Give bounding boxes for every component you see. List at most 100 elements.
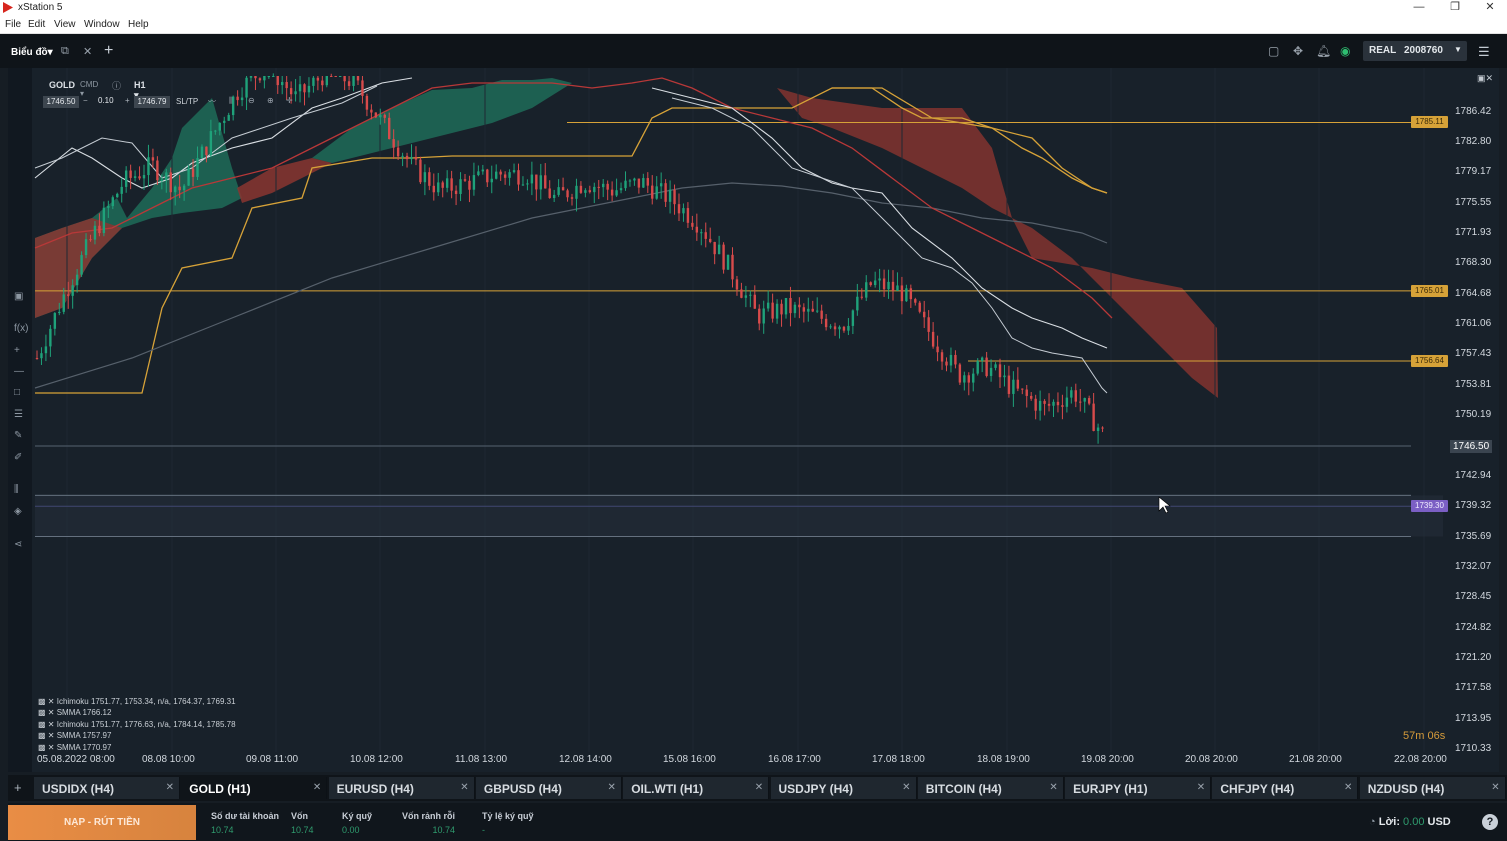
crosshair-icon[interactable]: ✛ bbox=[286, 96, 293, 105]
level-price-tag[interactable]: 1765.01 bbox=[1411, 284, 1448, 297]
candle-body bbox=[740, 289, 743, 298]
hamburger-menu-icon[interactable]: ☰ bbox=[1478, 44, 1490, 59]
account-selector[interactable]: REAL 2008760 ▼ bbox=[1363, 41, 1467, 61]
close-button[interactable]: ✕ bbox=[1485, 1, 1495, 13]
close-tab-icon[interactable]: ✕ bbox=[1049, 782, 1058, 793]
chart-type-icon[interactable]: ⫼ bbox=[14, 484, 19, 495]
move-icon[interactable]: ✥ bbox=[1293, 44, 1304, 58]
close-tab-icon[interactable]: ✕ bbox=[165, 782, 174, 793]
candle-body bbox=[882, 278, 886, 290]
sltp-button[interactable]: SL/TP bbox=[176, 97, 199, 106]
candle-body bbox=[784, 297, 788, 315]
share-icon[interactable]: ⋖ bbox=[14, 539, 23, 550]
zoom-out-icon[interactable]: ⊖ bbox=[248, 96, 255, 105]
menu-view[interactable]: View bbox=[54, 19, 76, 30]
menu-edit[interactable]: Edit bbox=[28, 19, 46, 30]
volume-input[interactable]: 0.10 bbox=[98, 96, 114, 105]
line-tool-icon[interactable]: — bbox=[14, 366, 24, 377]
sell-price-button[interactable]: 1746.50 bbox=[43, 96, 79, 108]
candles-icon[interactable]: ⫼ bbox=[229, 96, 233, 105]
price-chart[interactable] bbox=[32, 68, 1499, 772]
close-tab-icon[interactable]: ✕ bbox=[607, 782, 616, 793]
chart-tab-label: GOLD (H1) bbox=[189, 782, 251, 796]
chart-window-controls[interactable]: ▣✕ bbox=[1477, 73, 1494, 83]
legend-item[interactable]: ▩ ✕ Ichimoku 1751.77, 1776.63, n/a, 1784… bbox=[38, 719, 236, 729]
help-button[interactable]: ? bbox=[1482, 814, 1498, 830]
candle-body bbox=[267, 76, 271, 77]
legend-item[interactable]: ▩ ✕ Ichimoku 1751.77, 1753.34, n/a, 1764… bbox=[38, 697, 236, 706]
legend-item[interactable]: ▩ ✕ SMMA 1757.97 bbox=[38, 731, 112, 741]
restore-button[interactable]: ❐ bbox=[1450, 1, 1460, 13]
close-tab-icon[interactable]: ✕ bbox=[312, 782, 322, 793]
symbol-mode[interactable]: CMD ▾ bbox=[80, 80, 99, 98]
add-chart-tab-button[interactable]: + bbox=[14, 780, 22, 795]
line-chart-icon[interactable]: 〰 bbox=[208, 97, 216, 106]
bell-icon[interactable]: 🔔︎ bbox=[1316, 44, 1332, 58]
brush-tool-icon[interactable]: ✐ bbox=[14, 452, 23, 463]
legend-item[interactable]: ▩ ✕ SMMA 1766.12 bbox=[38, 708, 112, 718]
chart-tab[interactable]: USDIDX (H4) ✕ bbox=[34, 777, 180, 799]
legend-item[interactable]: ▩ ✕ SMMA 1770.97 bbox=[38, 742, 112, 752]
candle-body bbox=[338, 76, 342, 77]
decrease-volume-button[interactable]: − bbox=[83, 96, 88, 105]
menu-help[interactable]: Help bbox=[128, 19, 149, 30]
popout-icon[interactable]: ⧉ bbox=[61, 45, 69, 57]
close-tab-icon[interactable]: ✕ bbox=[1196, 782, 1206, 793]
info-icon[interactable]: ⓘ bbox=[112, 81, 122, 91]
candle-body bbox=[1034, 398, 1037, 411]
workspace-tab-label: Biểu đồ bbox=[11, 47, 48, 58]
chart-tab[interactable]: USDJPY (H4) ✕ bbox=[770, 777, 917, 799]
chart-tab[interactable]: NZDUSD (H4) ✕ bbox=[1359, 777, 1506, 799]
candle-body bbox=[89, 239, 92, 241]
close-workspace-icon[interactable]: ✕ bbox=[83, 46, 93, 58]
candle-body bbox=[174, 186, 177, 193]
candle-body bbox=[521, 184, 525, 186]
buy-price-button[interactable]: 1746.79 bbox=[134, 96, 170, 108]
price-axis-label: 1724.82 bbox=[1455, 621, 1492, 633]
templates-icon[interactable]: ◈ bbox=[14, 506, 22, 517]
candle-body bbox=[428, 172, 431, 186]
deposit-withdraw-button[interactable]: NẠP - RÚT TIỀN bbox=[8, 805, 196, 840]
close-tab-icon[interactable]: ✕ bbox=[1491, 782, 1500, 793]
add-workspace-button[interactable]: + bbox=[104, 42, 114, 59]
menu-window[interactable]: Window bbox=[84, 19, 120, 30]
level-price-tag[interactable]: 1785.11 bbox=[1411, 116, 1448, 129]
price-axis-label: 1750.19 bbox=[1455, 409, 1492, 421]
indicator-fx-icon[interactable]: f(x) bbox=[14, 323, 29, 334]
fibonacci-tool-icon[interactable]: ☰ bbox=[14, 409, 23, 420]
chart-tab[interactable]: BITCOIN (H4) ✕ bbox=[917, 777, 1064, 799]
timeframe-selector[interactable]: H1 ▾ bbox=[134, 80, 146, 100]
minimize-button[interactable]: — bbox=[1413, 1, 1425, 13]
workspace-tab-charts[interactable]: Biểu đồ▾ bbox=[11, 47, 53, 58]
crosshair-tool-icon[interactable]: + bbox=[14, 345, 20, 356]
close-tab-icon[interactable]: ✕ bbox=[460, 782, 469, 793]
layout-icon[interactable]: ▢ bbox=[1268, 44, 1280, 58]
menu-file[interactable]: File bbox=[5, 19, 22, 30]
candle-body bbox=[575, 185, 578, 199]
rectangle-tool-icon[interactable]: □ bbox=[14, 387, 21, 398]
chart-tab[interactable]: OIL.WTI (H1) ✕ bbox=[623, 777, 770, 799]
close-tab-icon[interactable]: ✕ bbox=[1344, 782, 1353, 793]
close-tab-icon[interactable]: ✕ bbox=[902, 782, 911, 793]
chart-area[interactable] bbox=[32, 68, 1499, 772]
symbol-name[interactable]: GOLD bbox=[49, 80, 75, 90]
chart-tab[interactable]: EURUSD (H4) ✕ bbox=[328, 777, 475, 799]
pen-tool-icon[interactable]: ✎ bbox=[14, 430, 23, 441]
chart-tab[interactable]: GOLD (H1) ✕ bbox=[181, 777, 328, 799]
candle-body bbox=[624, 180, 627, 189]
candle-body bbox=[156, 160, 159, 181]
close-tab-icon[interactable]: ✕ bbox=[754, 782, 764, 793]
candle-body bbox=[1047, 403, 1051, 406]
candle-body bbox=[989, 367, 993, 376]
increase-volume-button[interactable]: + bbox=[125, 96, 130, 105]
chart-tab[interactable]: CHFJPY (H4) ✕ bbox=[1212, 777, 1359, 799]
candle-body bbox=[544, 175, 547, 189]
price-axis-label: 1735.69 bbox=[1455, 530, 1492, 542]
zoom-in-icon[interactable]: ⊕ bbox=[267, 96, 274, 105]
level-price-tag[interactable]: 1756.64 bbox=[1411, 355, 1448, 367]
screenshot-icon[interactable]: ▣ bbox=[14, 291, 24, 302]
symbol-mode-label: CMD bbox=[80, 80, 99, 89]
chart-tab[interactable]: EURJPY (H1) ✕ bbox=[1065, 777, 1212, 799]
price-axis-label: 1732.07 bbox=[1455, 560, 1492, 572]
chart-tab[interactable]: GBPUSD (H4) ✕ bbox=[475, 777, 622, 799]
